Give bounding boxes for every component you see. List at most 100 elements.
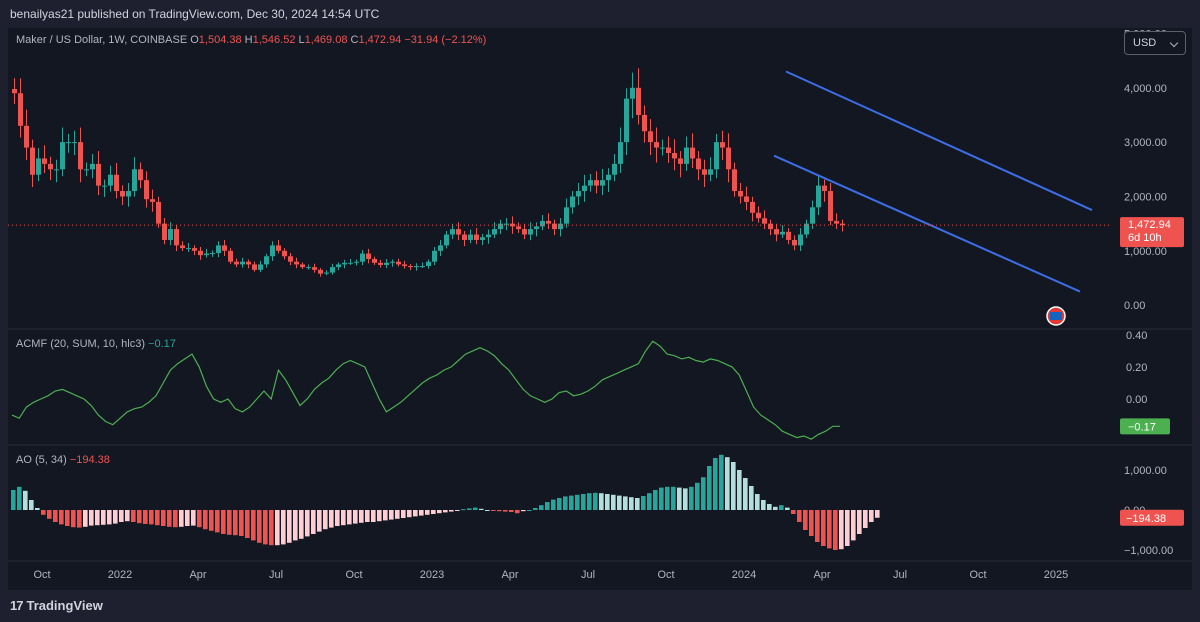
- ao-bar: [113, 510, 118, 524]
- ao-bar: [191, 510, 196, 526]
- candle-body: [690, 147, 695, 159]
- candle-body: [804, 223, 809, 235]
- ao-bar: [779, 505, 784, 510]
- ao-bar: [323, 510, 328, 530]
- ao-bar: [443, 510, 448, 513]
- price-axis-tick: 0.00: [1124, 300, 1145, 312]
- ao-bar: [491, 510, 496, 511]
- acmf-axis-tick: 0.20: [1126, 362, 1147, 374]
- candle-body: [396, 261, 401, 265]
- candle-body: [372, 258, 377, 263]
- acmf-legend: ACMF (20, SUM, 10, hlc3) −0.17: [16, 338, 176, 350]
- candle-body: [684, 147, 689, 164]
- candle-body: [654, 142, 659, 148]
- ao-bar: [611, 494, 616, 510]
- ao-bar: [155, 510, 160, 526]
- candle-body: [312, 267, 317, 270]
- candle-body: [126, 191, 131, 197]
- ao-bar: [437, 510, 442, 514]
- candle-body: [168, 229, 173, 240]
- ao-value: −194.38: [69, 454, 110, 466]
- ao-bar: [815, 510, 820, 542]
- candle-body: [306, 267, 311, 269]
- tradingview-logo[interactable]: 17 TradingView: [10, 598, 103, 613]
- ao-bar: [101, 510, 106, 525]
- high-value: 1,546.52: [252, 34, 296, 46]
- candle-body: [720, 142, 725, 148]
- acmf-name: ACMF (20, SUM, 10, hlc3): [16, 338, 145, 350]
- ao-bar: [209, 510, 214, 531]
- time-axis-tick: Apr: [813, 569, 830, 581]
- currency-button[interactable]: USD: [1124, 31, 1186, 55]
- candle-body: [264, 256, 269, 265]
- candle-body: [462, 234, 467, 240]
- ao-bar: [545, 502, 550, 510]
- ao-bar: [257, 510, 262, 543]
- candle-body: [210, 253, 215, 254]
- candle-body: [600, 180, 605, 186]
- candle-body: [570, 196, 575, 208]
- candle-body: [24, 125, 29, 148]
- time-axis-tick: Apr: [189, 569, 206, 581]
- candle-body: [546, 220, 551, 224]
- ao-bar: [47, 510, 52, 519]
- ao-bar: [665, 486, 670, 510]
- ao-bar: [737, 470, 742, 510]
- candle-body: [78, 142, 83, 170]
- candle-body: [132, 169, 137, 192]
- candle-body: [612, 163, 617, 175]
- candle-body: [486, 234, 491, 238]
- chart-svg[interactable]: 5,000.004,000.003,000.002,000.001,000.00…: [8, 28, 1192, 590]
- candle-body: [744, 196, 749, 202]
- ao-bar: [851, 510, 856, 541]
- top-bar: benailyas21 published on TradingView.com…: [0, 0, 1200, 28]
- candle-body: [90, 163, 95, 170]
- ao-bar: [203, 510, 208, 530]
- candle-body: [828, 191, 833, 221]
- ao-bar: [581, 494, 586, 510]
- ao-bar: [677, 487, 682, 510]
- candle-body: [156, 201, 161, 224]
- ao-bar: [233, 510, 238, 536]
- ao-bar: [707, 466, 712, 510]
- last-price-pill: [1120, 217, 1184, 248]
- candle-body: [840, 223, 845, 226]
- ao-axis-tick: 1,000.00: [1124, 465, 1167, 477]
- chart-area[interactable]: 5,000.004,000.003,000.002,000.001,000.00…: [8, 28, 1192, 590]
- ao-bar: [617, 495, 622, 510]
- time-axis-tick: Oct: [33, 569, 50, 581]
- candle-body: [246, 261, 251, 265]
- candle-body: [120, 191, 125, 197]
- ao-bar: [407, 510, 412, 518]
- candle-body: [36, 158, 41, 175]
- candle-body: [66, 142, 71, 144]
- low-value: 1,469.08: [304, 34, 348, 46]
- candle-body: [180, 245, 185, 249]
- ao-bar: [167, 510, 172, 527]
- candle-body: [282, 250, 287, 257]
- ao-bar: [353, 510, 358, 524]
- ao-bar: [83, 510, 88, 527]
- ao-bar: [413, 510, 418, 517]
- ao-bar: [293, 510, 298, 541]
- candle-body: [492, 229, 497, 235]
- candle-body: [60, 142, 65, 170]
- ao-bar: [11, 490, 16, 510]
- acmf-last-label: −0.17: [1128, 421, 1156, 433]
- ao-bar: [569, 495, 574, 510]
- ao-bar: [701, 477, 706, 510]
- tradingview-brand: TradingView: [26, 598, 103, 613]
- ao-bar: [53, 510, 58, 522]
- ao-bar: [299, 510, 304, 539]
- ao-bar: [185, 510, 190, 526]
- ao-bar: [575, 494, 580, 510]
- candle-body: [822, 185, 827, 192]
- candle-body: [294, 261, 299, 265]
- time-axis-tick: Oct: [345, 569, 362, 581]
- candle-body: [198, 250, 203, 256]
- candle-body: [204, 253, 209, 256]
- candle-body: [786, 231, 791, 240]
- ao-bar: [383, 510, 388, 521]
- candle-body: [402, 264, 407, 267]
- ao-bar: [419, 510, 424, 516]
